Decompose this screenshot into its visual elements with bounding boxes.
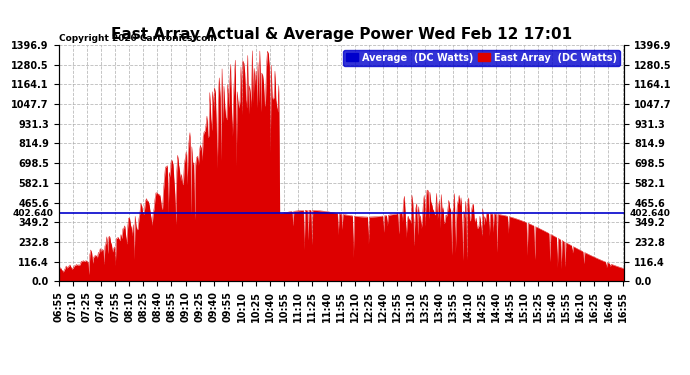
Title: East Array Actual & Average Power Wed Feb 12 17:01: East Array Actual & Average Power Wed Fe… — [111, 27, 572, 42]
Text: 402.640: 402.640 — [12, 209, 53, 218]
Text: 402.640: 402.640 — [630, 209, 671, 218]
Text: Copyright 2020 Cartronics.com: Copyright 2020 Cartronics.com — [59, 34, 217, 43]
Legend: Average  (DC Watts), East Array  (DC Watts): Average (DC Watts), East Array (DC Watts… — [344, 50, 620, 66]
